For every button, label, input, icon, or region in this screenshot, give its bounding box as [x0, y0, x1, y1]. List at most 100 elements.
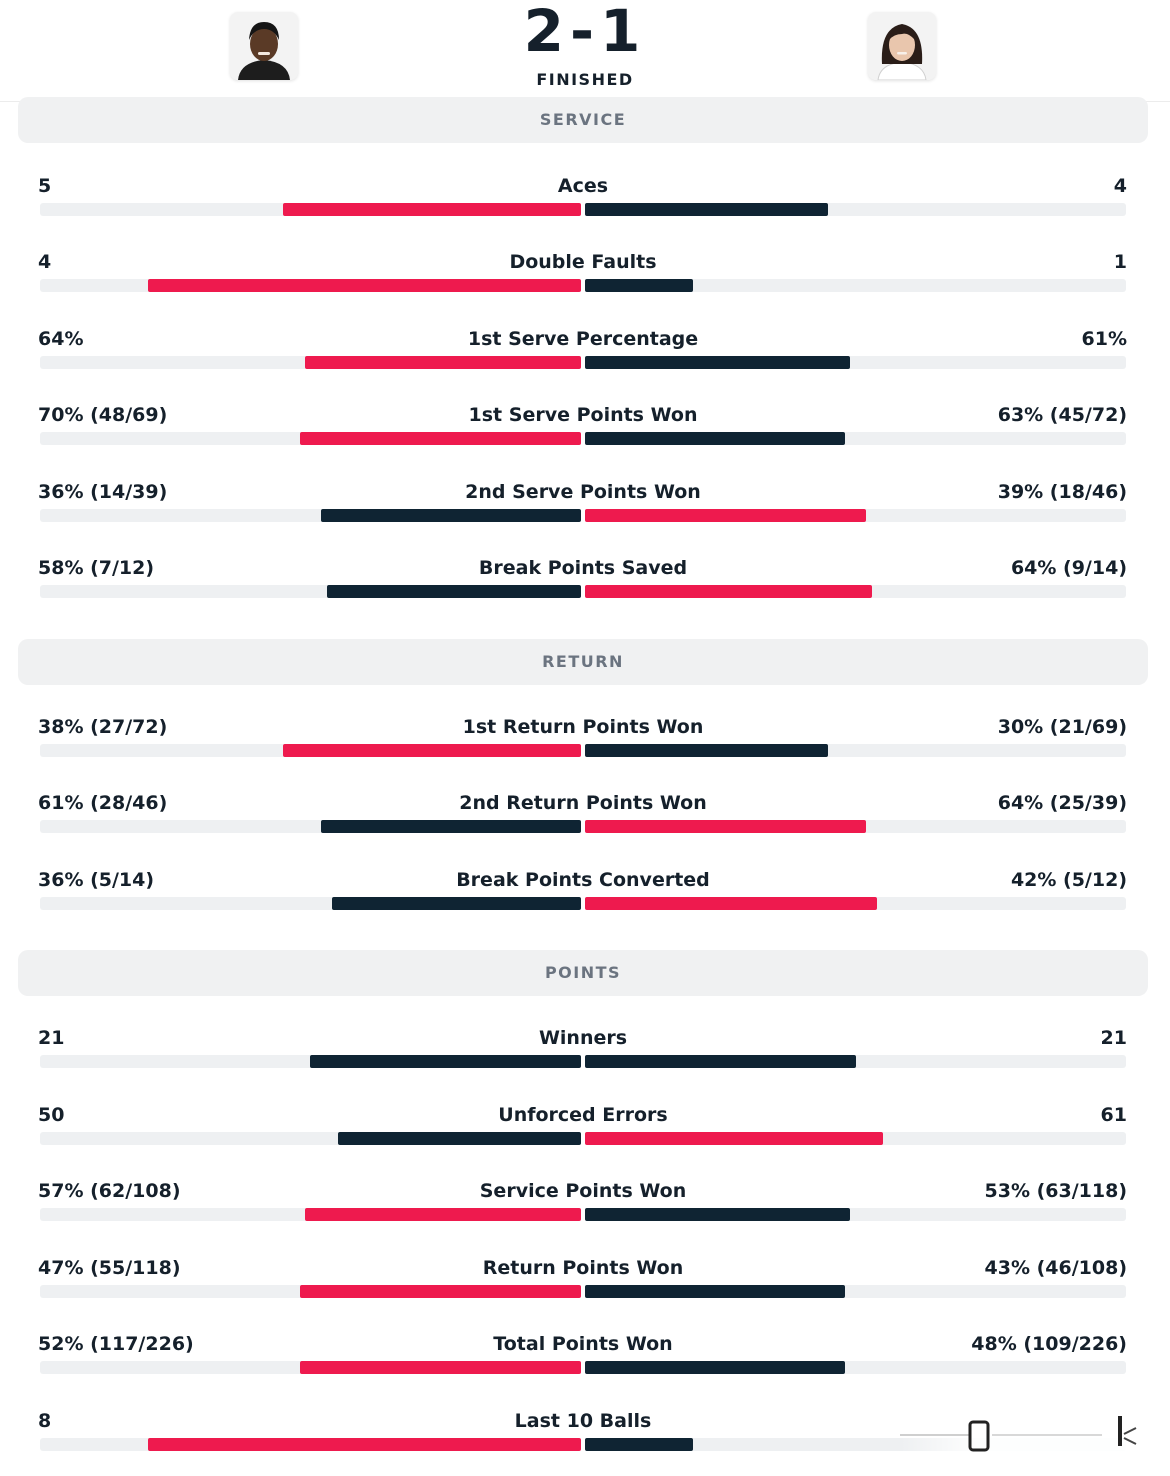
stat-bar-track-right [585, 203, 1126, 216]
stat-bar-fill-right [585, 897, 877, 910]
stat-bar-fill-left [283, 744, 581, 757]
stat-bar-fill-left [305, 356, 581, 369]
stat-row: 57% (62/108) Service Points Won 53% (63/11… [0, 1180, 1170, 1240]
stat-value-right: 42% (5/12) [1010, 869, 1127, 891]
stat-bar-track-right [585, 432, 1126, 445]
stat-value-right: 39% (18/46) [997, 481, 1127, 503]
stat-bar-track-left [40, 1285, 581, 1298]
stat-label: Aces [557, 175, 609, 197]
stat-bar-fill-right [585, 1055, 856, 1068]
stat-value-left: 64% [38, 328, 84, 350]
stat-value-left: 5 [38, 175, 52, 197]
stat-row: 38% (27/72) 1st Return Points Won 30% (21/… [0, 716, 1170, 776]
stat-bar-fill-left [321, 509, 581, 522]
stat-bar-track-left [40, 1132, 581, 1145]
stat-bar-fill-left [300, 432, 581, 445]
stat-bar-track-right [585, 1132, 1126, 1145]
stat-row: 5 Aces 4 [0, 175, 1170, 235]
stat-bar-fill-left [148, 279, 581, 292]
stat-value-right: 53% (63/118) [984, 1180, 1128, 1202]
stat-value-left: 4 [38, 251, 52, 273]
stat-label: 2nd Serve Points Won [465, 481, 701, 503]
player-two-photo [868, 12, 936, 80]
stat-bar-fill-right [585, 203, 828, 216]
stat-bar-fill-right [585, 1438, 693, 1451]
stat-bar-fill-left [148, 1438, 581, 1451]
player-one-avatar[interactable] [230, 12, 298, 80]
stat-label: Double Faults [509, 251, 657, 273]
match-score: 2-1 [523, 0, 647, 65]
stat-value-left: 36% (5/14) [38, 869, 155, 891]
stat-label: Total Points Won [493, 1333, 673, 1355]
stat-bar-fill-right [585, 1361, 845, 1374]
stat-bar-fill-right [585, 279, 693, 292]
stat-value-left: 52% (117/226) [38, 1333, 194, 1355]
stat-label: 1st Serve Percentage [467, 328, 699, 350]
stat-row: 21 Winners 21 [0, 1027, 1170, 1087]
watermark-logo [900, 1416, 1150, 1454]
stat-bar-fill-right [585, 509, 866, 522]
stat-label: Unforced Errors [498, 1104, 668, 1126]
stat-bar-track-right [585, 1285, 1126, 1298]
stat-bar-fill-left [300, 1285, 581, 1298]
stat-bar-track-left [40, 356, 581, 369]
stat-bar-track-left [40, 820, 581, 833]
stat-value-left: 38% (27/72) [38, 716, 168, 738]
stat-label: Winners [538, 1027, 628, 1049]
stat-bar-fill-right [585, 820, 866, 833]
stat-bar-track-right [585, 1208, 1126, 1221]
stat-bar-fill-right [585, 585, 872, 598]
stat-value-left: 58% (7/12) [38, 557, 155, 579]
stat-label: Break Points Converted [456, 869, 710, 891]
stat-value-right: 1 [1113, 251, 1127, 273]
stat-label: Service Points Won [479, 1180, 687, 1202]
stat-value-left: 70% (48/69) [38, 404, 168, 426]
stat-value-left: 47% (55/118) [38, 1257, 181, 1279]
stat-value-right: 64% (9/14) [1010, 557, 1127, 579]
stat-bar-track-right [585, 897, 1126, 910]
stat-bar-fill-right [585, 744, 828, 757]
stat-value-right: 61% [1081, 328, 1127, 350]
stat-bar-track-right [585, 356, 1126, 369]
stat-value-right: 48% (109/226) [971, 1333, 1127, 1355]
stat-bar-track-right [585, 744, 1126, 757]
stat-value-left: 21 [38, 1027, 65, 1049]
stat-value-right: 30% (21/69) [997, 716, 1127, 738]
stat-bar-track-right [585, 279, 1126, 292]
stat-bar-track-left [40, 279, 581, 292]
stat-bar-track-right [585, 585, 1126, 598]
stat-bar-track-left [40, 1438, 581, 1451]
stat-value-left: 36% (14/39) [38, 481, 168, 503]
stat-label: 1st Return Points Won [462, 716, 704, 738]
player-two-avatar[interactable] [868, 12, 936, 80]
stat-bar-fill-right [585, 356, 850, 369]
stat-value-left: 8 [38, 1410, 52, 1432]
stat-label: Last 10 Balls [514, 1410, 652, 1432]
stat-value-left: 57% (62/108) [38, 1180, 181, 1202]
stat-row: 4 Double Faults 1 [0, 251, 1170, 311]
stat-value-left: 61% (28/46) [38, 792, 168, 814]
stat-bar-track-left [40, 1208, 581, 1221]
stat-bar-fill-right [585, 1285, 845, 1298]
stat-value-right: 4 [1113, 175, 1127, 197]
stat-bar-track-left [40, 203, 581, 216]
stat-row: 64% 1st Serve Percentage 61% [0, 328, 1170, 388]
stat-bar-track-right [585, 1361, 1126, 1374]
player-one-photo [230, 12, 298, 80]
stat-bar-fill-left [327, 585, 581, 598]
stat-value-right: 43% (46/108) [984, 1257, 1128, 1279]
stat-bar-track-left [40, 1055, 581, 1068]
stat-bar-fill-left [283, 203, 581, 216]
stat-bar-track-right [585, 1055, 1126, 1068]
stat-bar-fill-right [585, 432, 845, 445]
stat-label: 1st Serve Points Won [468, 404, 698, 426]
stat-value-right: 21 [1100, 1027, 1127, 1049]
stat-row: 47% (55/118) Return Points Won 43% (46/108… [0, 1257, 1170, 1317]
stat-row: 61% (28/46) 2nd Return Points Won 64% (25/… [0, 792, 1170, 852]
stat-bar-track-right [585, 820, 1126, 833]
stat-bar-fill-right [585, 1208, 850, 1221]
stat-bar-fill-left [310, 1055, 581, 1068]
stat-bar-fill-left [305, 1208, 581, 1221]
stat-bar-track-left [40, 1361, 581, 1374]
stat-value-right: 63% (45/72) [997, 404, 1127, 426]
